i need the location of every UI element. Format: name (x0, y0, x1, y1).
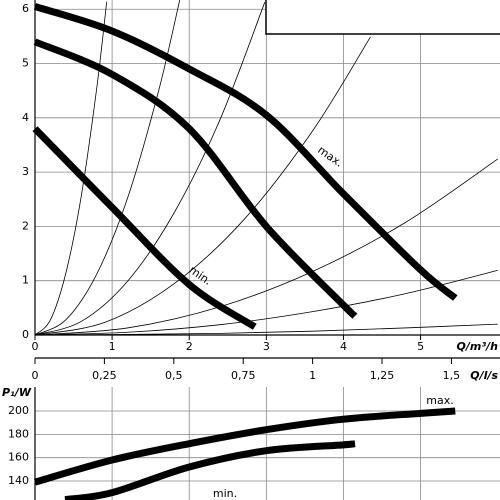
x-tick-label: 4 (340, 340, 347, 353)
y-tick-label: 6 (22, 2, 29, 15)
system-curve (34, 36, 371, 336)
x-tick-label: 2 (186, 340, 193, 353)
system-curve (34, 323, 498, 336)
y-tick-label: 2 (22, 219, 29, 232)
x2-tick-label: 1,5 (443, 369, 461, 382)
curve (33, 38, 359, 320)
curve-label: min. (213, 487, 237, 500)
system-curve (34, 270, 498, 336)
system-curve (34, 1, 108, 336)
curve-label: max. (426, 394, 453, 407)
x2-tick-label: 0,25 (92, 369, 117, 382)
curve (64, 440, 357, 500)
x-tick-label: 0 (32, 340, 39, 353)
x-tick-label: 5 (417, 340, 424, 353)
x2-tick-label: 0,75 (231, 369, 256, 382)
y-tick-label: 5 (22, 57, 29, 70)
x2-axis-label: Q/l/s (470, 369, 498, 382)
y-tick-label: 3 (22, 165, 29, 178)
legend-box (265, 0, 500, 35)
x2-tick-label: 1 (309, 369, 316, 382)
y-tick-label: 160 (8, 451, 29, 464)
curve (32, 126, 257, 330)
x2-tick-label: 0,5 (165, 369, 183, 382)
x2-tick-label: 1,25 (370, 369, 395, 382)
curve (33, 3, 458, 301)
x-axis-label: Q/m³/h (457, 340, 499, 353)
y-tick-label: 180 (8, 427, 29, 440)
curve (34, 407, 456, 486)
system-curve (34, 158, 498, 336)
system-curve (34, 2, 266, 336)
y-tick-label: 200 (8, 404, 29, 417)
y-axis-label: P₁/W (2, 386, 32, 399)
x-tick-label: 3 (263, 340, 270, 353)
y-tick-label: 1 (22, 274, 29, 287)
y-tick-label: 140 (8, 474, 29, 487)
y-tick-label: 4 (22, 111, 29, 124)
x2-tick-label: 0 (32, 369, 39, 382)
x-tick-label: 1 (109, 340, 116, 353)
y-tick-label: 0 (22, 328, 29, 341)
